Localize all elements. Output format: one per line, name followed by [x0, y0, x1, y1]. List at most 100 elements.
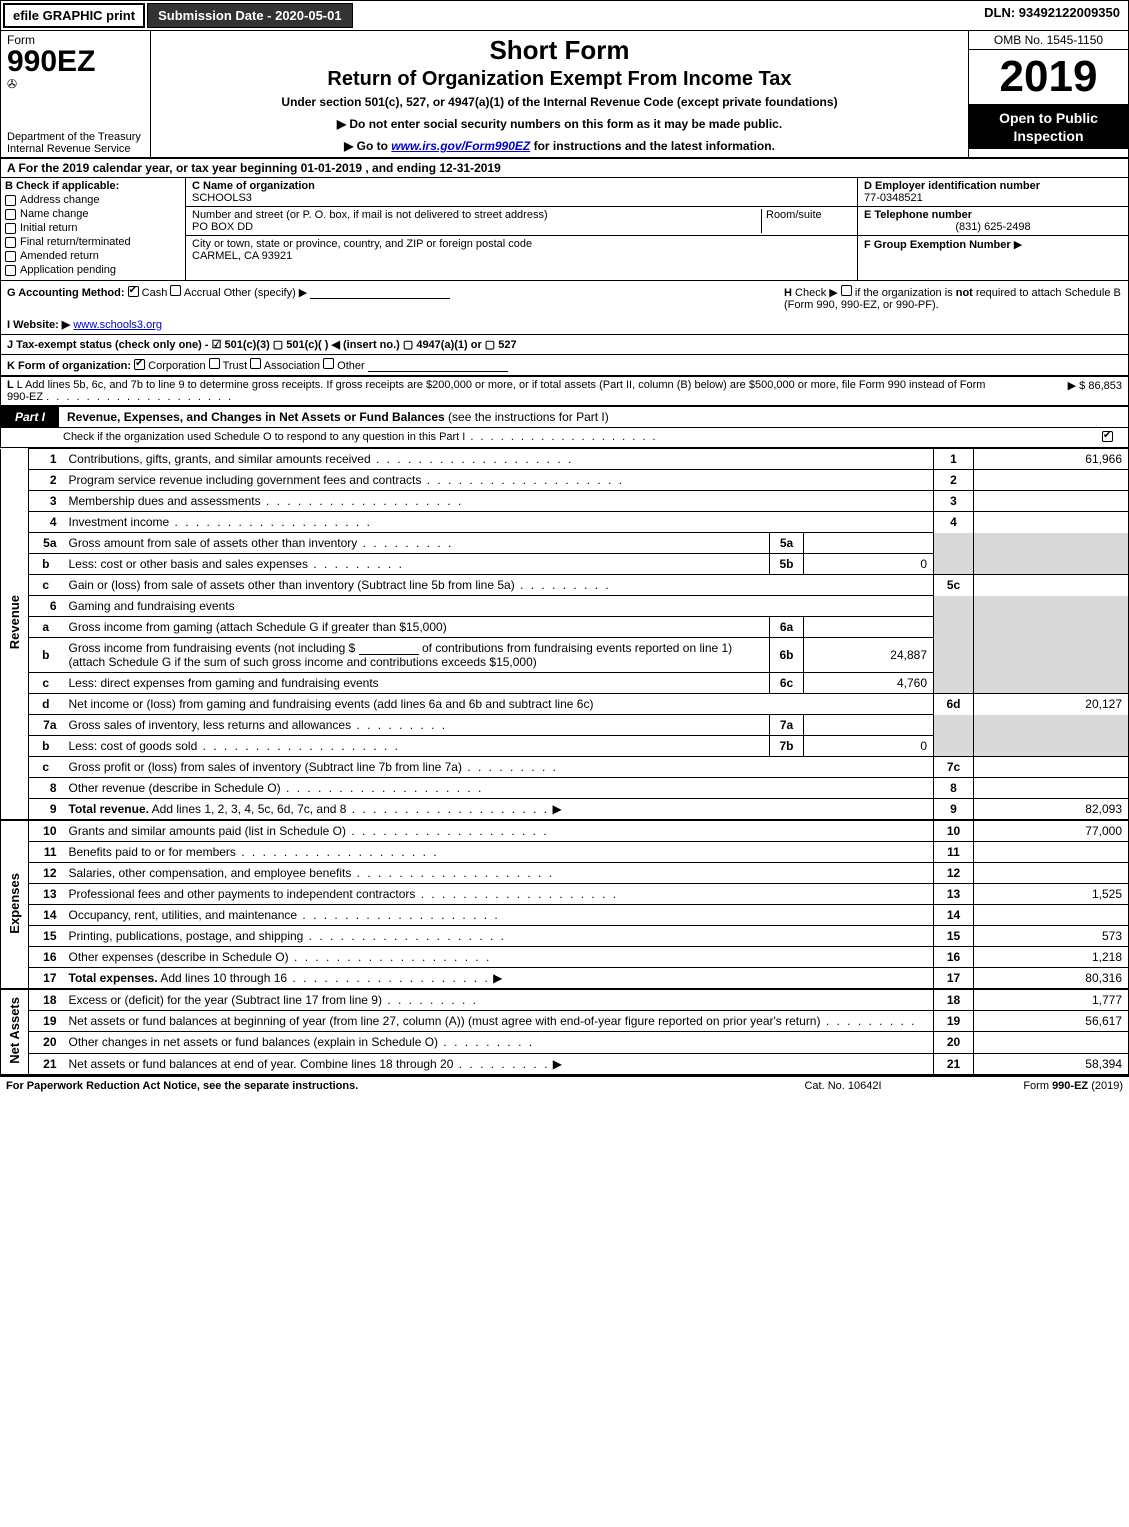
- ln18-n: 18: [29, 989, 63, 1011]
- g-other-blank[interactable]: [310, 287, 450, 299]
- g-other: Other (specify) ▶: [224, 287, 308, 299]
- goto-suffix: for instructions and the latest informat…: [530, 139, 775, 153]
- ln5b-mv: 0: [804, 554, 934, 575]
- ln7c-n: c: [29, 757, 63, 778]
- b-opt-2: Initial return: [20, 222, 77, 234]
- ln18-rn: 18: [934, 989, 974, 1011]
- d-ein-value: 77-0348521: [864, 192, 1122, 204]
- g-cash: Cash: [142, 287, 168, 299]
- part1-header: Part I Revenue, Expenses, and Changes in…: [0, 406, 1129, 428]
- open-public-badge: Open to Public Inspection: [969, 105, 1128, 149]
- checkbox-h[interactable]: [841, 285, 852, 296]
- checkbox-part1-scho[interactable]: [1102, 431, 1113, 442]
- under-section: Under section 501(c), 527, or 4947(a)(1)…: [157, 95, 962, 109]
- ln10-desc: Grants and similar amounts paid (list in…: [69, 824, 346, 838]
- k-label: K Form of organization:: [7, 360, 131, 372]
- ln2-n: 2: [29, 470, 63, 491]
- checkbox-amended-return[interactable]: [5, 251, 16, 262]
- ln18-desc: Excess or (deficit) for the year (Subtra…: [69, 993, 382, 1007]
- ln7c-val: [974, 757, 1129, 778]
- part1-table: Revenue 1 Contributions, gifts, grants, …: [0, 448, 1129, 1075]
- checkbox-name-change[interactable]: [5, 209, 16, 220]
- block-b-label: B Check if applicable:: [5, 180, 181, 192]
- ln15-rn: 15: [934, 926, 974, 947]
- checkbox-initial-return[interactable]: [5, 223, 16, 234]
- short-form-title: Short Form: [157, 35, 962, 66]
- ln6c-desc: Less: direct expenses from gaming and fu…: [69, 676, 379, 690]
- ln6a-mv: [804, 617, 934, 638]
- checkbox-application-pending[interactable]: [5, 265, 16, 276]
- expenses-label: Expenses: [7, 869, 22, 938]
- ln11-val: [974, 842, 1129, 863]
- ln7a-n: 7a: [29, 715, 63, 736]
- e-phone-value: (831) 625-2498: [864, 221, 1122, 233]
- ln6b-mn: 6b: [770, 638, 804, 673]
- ln21-rn: 21: [934, 1053, 974, 1074]
- ln6d-rn: 6d: [934, 694, 974, 715]
- ln6b-blank[interactable]: [359, 643, 419, 655]
- ln20-n: 20: [29, 1032, 63, 1053]
- ln2-val: [974, 470, 1129, 491]
- header-right: OMB No. 1545-1150 2019 Open to Public In…: [968, 31, 1128, 157]
- revenue-label: Revenue: [7, 591, 22, 653]
- ln5b-desc: Less: cost or other basis and sales expe…: [69, 557, 308, 571]
- website-link[interactable]: www.schools3.org: [73, 319, 162, 331]
- b-opt-1: Name change: [20, 208, 89, 220]
- row-h: H Check ▶ if the organization is not req…: [778, 281, 1128, 315]
- ln5b-mn: 5b: [770, 554, 804, 575]
- ln15-desc: Printing, publications, postage, and shi…: [69, 929, 304, 943]
- goto-link[interactable]: www.irs.gov/Form990EZ: [391, 139, 530, 153]
- checkbox-k-corp[interactable]: [134, 359, 145, 370]
- part1-check-text: Check if the organization used Schedule …: [63, 431, 1102, 444]
- ln7b-mv: 0: [804, 736, 934, 757]
- dln-label: DLN: 93492122009350: [976, 1, 1128, 30]
- ln20-val: [974, 1032, 1129, 1053]
- ln5a-desc: Gross amount from sale of assets other t…: [69, 536, 358, 550]
- ln2-rn: 2: [934, 470, 974, 491]
- ln17-n: 17: [29, 968, 63, 990]
- checkbox-accrual[interactable]: [170, 285, 181, 296]
- ln21-n: 21: [29, 1053, 63, 1074]
- ln14-rn: 14: [934, 905, 974, 926]
- checkbox-k-other[interactable]: [323, 358, 334, 369]
- block-bcd: B Check if applicable: Address change Na…: [0, 178, 1129, 281]
- h-label: H: [784, 287, 792, 299]
- checkbox-address-change[interactable]: [5, 195, 16, 206]
- ln4-desc: Investment income: [69, 515, 170, 529]
- ln17-rn: 17: [934, 968, 974, 990]
- l-arrow: ▶: [1068, 380, 1076, 392]
- block-d: D Employer identification number 77-0348…: [858, 178, 1128, 280]
- ln19-val: 56,617: [974, 1011, 1129, 1032]
- ln9-desc: Add lines 1, 2, 3, 4, 5c, 6d, 7c, and 8: [152, 802, 347, 816]
- e-phone-label: E Telephone number: [864, 209, 1122, 221]
- g-label: G Accounting Method:: [7, 287, 125, 299]
- checkbox-k-trust[interactable]: [209, 358, 220, 369]
- ln13-n: 13: [29, 884, 63, 905]
- ln19-desc: Net assets or fund balances at beginning…: [69, 1014, 821, 1028]
- footer-left: For Paperwork Reduction Act Notice, see …: [6, 1080, 743, 1092]
- checkbox-k-assoc[interactable]: [250, 358, 261, 369]
- row-i: I Website: ▶ www.schools3.org: [0, 315, 1129, 335]
- submission-date-badge: Submission Date - 2020-05-01: [147, 3, 353, 28]
- footer-right: Form 990-EZ (2019): [943, 1080, 1123, 1092]
- k-opt-2: Association: [264, 360, 320, 372]
- block-b: B Check if applicable: Address change Na…: [1, 178, 186, 280]
- b-opt-5: Application pending: [20, 264, 116, 276]
- footer-form-suffix: (2019): [1088, 1080, 1123, 1092]
- ln12-rn: 12: [934, 863, 974, 884]
- ln12-desc: Salaries, other compensation, and employ…: [69, 866, 352, 880]
- checkbox-cash[interactable]: [128, 286, 139, 297]
- efile-print-button[interactable]: efile GRAPHIC print: [3, 3, 145, 28]
- netassets-label: Net Assets: [7, 993, 22, 1068]
- no-ssn-notice: ▶ Do not enter social security numbers o…: [157, 117, 962, 131]
- goto-notice: ▶ Go to www.irs.gov/Form990EZ for instru…: [157, 139, 962, 153]
- k-other-blank[interactable]: [368, 360, 508, 372]
- footer-form-no: 990-EZ: [1052, 1080, 1088, 1092]
- part1-check-label: Check if the organization used Schedule …: [63, 431, 465, 443]
- ln3-n: 3: [29, 491, 63, 512]
- ln4-n: 4: [29, 512, 63, 533]
- ln1-desc: Contributions, gifts, grants, and simila…: [69, 452, 371, 466]
- ln9-rn: 9: [934, 799, 974, 821]
- ln10-val: 77,000: [974, 820, 1129, 842]
- checkbox-final-return[interactable]: [5, 237, 16, 248]
